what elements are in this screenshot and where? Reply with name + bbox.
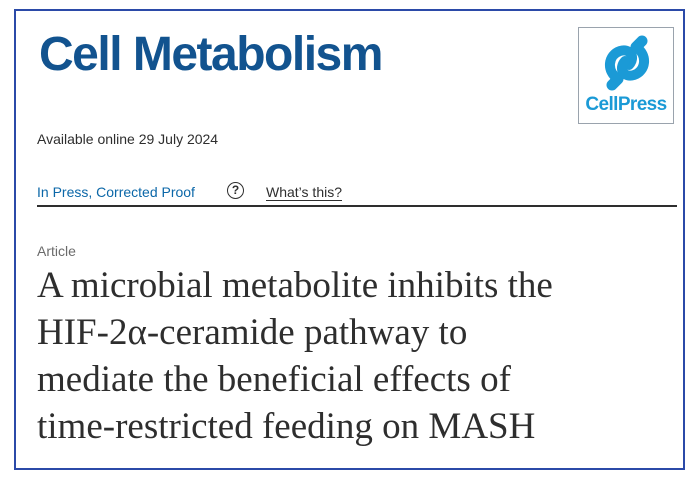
- article-title-line: HIF-2α-ceramide pathway to: [37, 312, 468, 353]
- cellpress-logo-text: CellPress: [585, 94, 667, 115]
- article-title-line: time-restricted feeding on MASH: [37, 406, 536, 447]
- article-type-label: Article: [37, 243, 76, 259]
- article-title-line: mediate the beneficial effects of: [37, 359, 511, 400]
- journal-title[interactable]: Cell Metabolism: [39, 28, 383, 81]
- article-title: A microbial metabolite inhibits the HIF-…: [37, 262, 677, 450]
- whats-this-link[interactable]: What’s this?: [266, 184, 342, 200]
- in-press-status-link[interactable]: In Press, Corrected Proof: [37, 184, 195, 200]
- available-online-date: Available online 29 July 2024: [37, 131, 219, 147]
- article-status-row: In Press, Corrected Proof ? What’s this?: [37, 182, 677, 204]
- cellpress-logo[interactable]: CellPress: [578, 27, 674, 124]
- question-circle-icon[interactable]: ?: [227, 182, 244, 199]
- article-header-card: Cell Metabolism CellPress Available onli…: [14, 9, 685, 470]
- article-title-line: A microbial metabolite inhibits the: [37, 265, 553, 306]
- header-divider: [37, 205, 677, 207]
- cellpress-logo-icon: [605, 35, 649, 91]
